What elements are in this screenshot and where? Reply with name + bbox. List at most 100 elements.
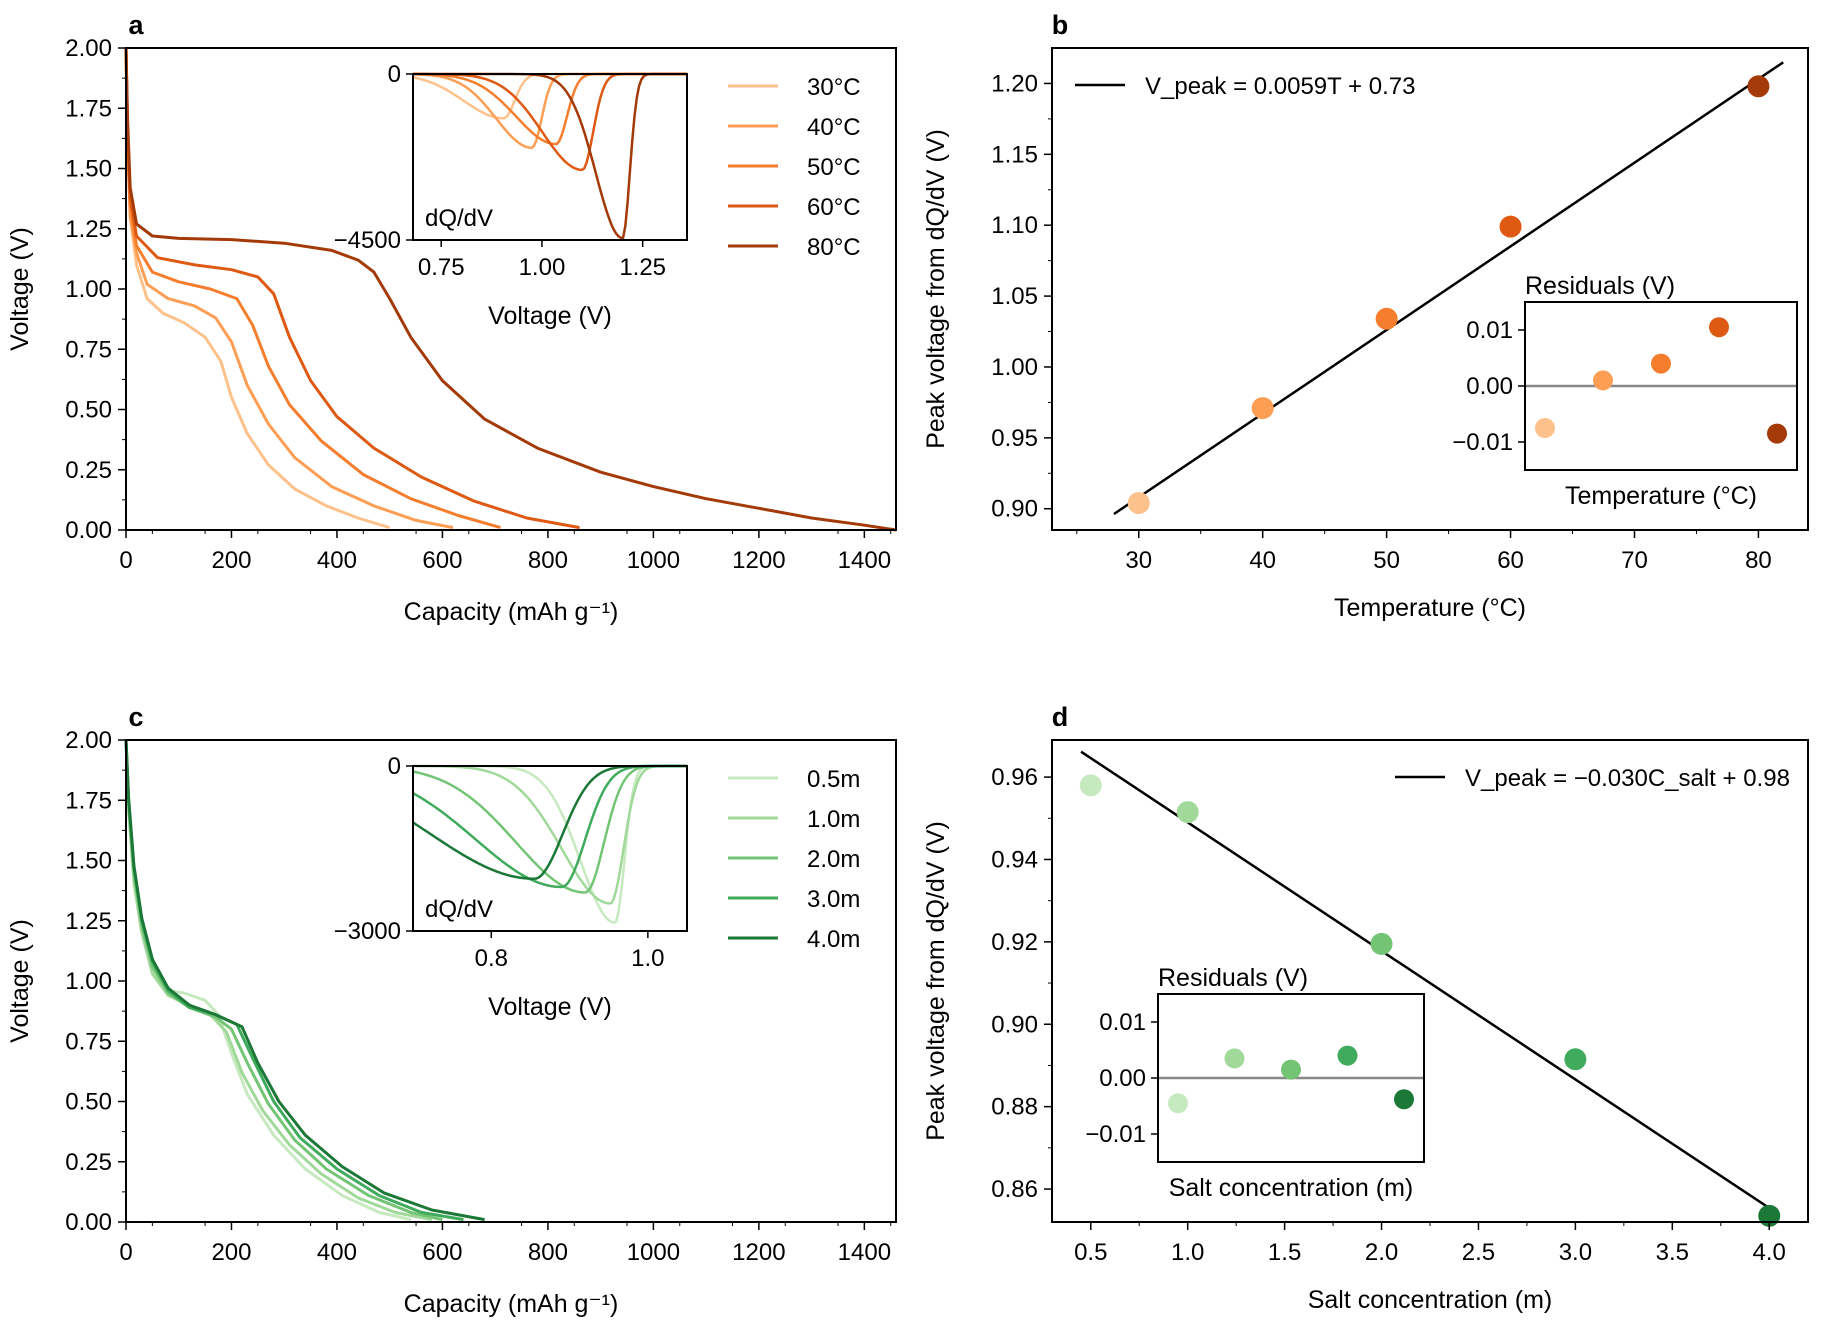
inset-y-tick-label: 0 [388, 61, 401, 88]
y-tick-label: 0.88 [991, 1094, 1038, 1121]
legend-label: V_peak = −0.030C_salt + 0.98 [1465, 765, 1790, 792]
panel-a: a 0 200 400 600 800 1000 1200 1400 0.00 0.25 0.50 0.… [6, 10, 897, 626]
inset-frame [412, 73, 688, 241]
series-line [124, 739, 433, 1222]
inset-x-tick-label: 1.25 [619, 254, 666, 281]
x-axis-label: Capacity (mAh g⁻¹) [404, 1290, 619, 1318]
legend-label: 40°C [807, 114, 861, 141]
inset-y-tick-label: 0 [388, 753, 401, 780]
y-tick-label: 0.50 [65, 1089, 112, 1116]
y-tick-label: 0.96 [991, 764, 1038, 791]
x-tick-label: 600 [422, 547, 462, 574]
fit-line [1080, 750, 1780, 1216]
fit-line [1113, 61, 1784, 516]
y-tick-label: 0.75 [65, 1028, 112, 1055]
residual-point [1593, 370, 1613, 391]
y-tick-label: 0.50 [65, 397, 112, 424]
residual-point [1337, 1045, 1358, 1066]
inset-x-axis-label: Temperature (°C) [1565, 482, 1757, 510]
x-tick-label: 1200 [732, 1239, 785, 1266]
inset-x-axis-label: Voltage (V) [488, 302, 612, 330]
y-tick-label: 0.25 [65, 457, 112, 484]
y-tick-label: 0.75 [65, 336, 112, 363]
inset-x-tick-label: 1.00 [519, 254, 566, 281]
x-tick-label: 1400 [838, 1239, 891, 1266]
inset-y-tick-label: −0.01 [1085, 1121, 1146, 1148]
y-tick-label: 1.50 [65, 848, 112, 875]
x-tick-label: 70 [1621, 547, 1648, 574]
inset-x-axis-label: Voltage (V) [488, 993, 612, 1021]
plot-frame [1051, 47, 1809, 531]
residual-point [1281, 1059, 1301, 1080]
data-point [1564, 1048, 1587, 1071]
x-tick-label: 0 [119, 1239, 132, 1266]
x-tick-label: 80 [1745, 547, 1772, 574]
panel-letter: d [1052, 702, 1069, 732]
x-tick-label: 800 [528, 1239, 568, 1266]
x-tick-label: 1000 [627, 547, 680, 574]
x-tick-label: 2.5 [1462, 1239, 1495, 1266]
y-tick-label: 1.20 [991, 70, 1038, 97]
data-point [1370, 932, 1393, 955]
panel-letter: c [128, 702, 143, 732]
x-tick-label: 1000 [627, 1239, 680, 1266]
data-point [1251, 397, 1274, 420]
x-tick-label: 200 [211, 1239, 251, 1266]
x-tick-label: 1200 [732, 547, 785, 574]
residual-point [1168, 1093, 1188, 1114]
y-tick-label: 1.75 [65, 787, 112, 814]
x-tick-label: 1.5 [1268, 1239, 1301, 1266]
inset-y-tick-label: 0.01 [1466, 317, 1513, 344]
y-tick-label: 1.00 [991, 354, 1038, 381]
legend-label: 80°C [807, 234, 861, 261]
inset-title: Residuals (V) [1525, 272, 1675, 300]
inset-title: Residuals (V) [1158, 964, 1308, 992]
series-line [124, 739, 412, 1222]
x-tick-label: 3.5 [1656, 1239, 1689, 1266]
y-tick-label: 0.86 [991, 1176, 1038, 1203]
inset-x-tick-label: 0.75 [418, 254, 465, 281]
panel-b: b 30 40 50 60 70 80 0.90 0.95 1.00 1.05 1.10 1.15 1.2… [922, 10, 1809, 622]
y-tick-label: 0.95 [991, 425, 1038, 452]
x-axis-label: Temperature (°C) [1334, 594, 1526, 622]
y-tick-label: 1.25 [65, 216, 112, 243]
series-line [124, 47, 580, 530]
panel-c: c 0 200 400 600 800 1000 1200 1400 0.00 0.25 0.50 0.… [6, 702, 897, 1318]
x-tick-label: 200 [211, 547, 251, 574]
inset-y-tick-label: −3000 [334, 918, 401, 945]
series-line [124, 47, 454, 530]
x-tick-label: 400 [317, 547, 357, 574]
residual-point [1224, 1048, 1245, 1069]
inset-y-tick-label: 0.00 [1466, 373, 1513, 400]
y-tick-label: 0.92 [991, 929, 1038, 956]
residual-point [1535, 418, 1555, 438]
y-tick-label: 0.00 [65, 517, 112, 544]
y-tick-label: 1.10 [991, 212, 1038, 239]
residual-point [1767, 423, 1787, 444]
legend-label: 3.0m [807, 886, 860, 913]
y-tick-label: 2.00 [65, 35, 112, 62]
x-tick-label: 2.0 [1365, 1239, 1398, 1266]
x-tick-label: 0 [119, 547, 132, 574]
inset-y-tick-label: −4500 [334, 227, 401, 254]
legend-label: 4.0m [807, 926, 860, 953]
y-tick-label: 2.00 [65, 727, 112, 754]
x-tick-label: 40 [1249, 547, 1276, 574]
x-tick-label: 50 [1373, 547, 1400, 574]
series-line [124, 739, 485, 1222]
y-axis-label: Voltage (V) [6, 227, 34, 351]
data-point [1079, 774, 1102, 797]
y-tick-label: 1.15 [991, 141, 1038, 168]
legend-label: 50°C [807, 154, 861, 181]
inset-x-axis-label: Salt concentration (m) [1169, 1174, 1414, 1202]
legend-label: V_peak = 0.0059T + 0.73 [1145, 73, 1415, 100]
x-tick-label: 600 [422, 1239, 462, 1266]
y-tick-label: 1.00 [65, 968, 112, 995]
inset-label: dQ/dV [425, 205, 493, 232]
residual-point [1709, 317, 1729, 338]
data-point [1176, 801, 1199, 824]
series-line [124, 47, 391, 530]
y-tick-label: 0.90 [991, 1011, 1038, 1038]
data-point [1499, 215, 1522, 238]
inset-frame [412, 765, 688, 932]
